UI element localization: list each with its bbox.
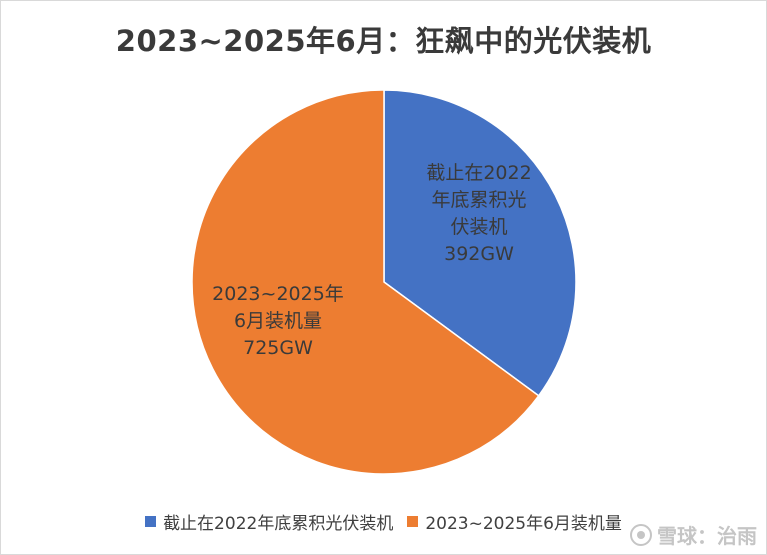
legend-item-2022-cumulative: 截止在2022年底累积光伏装机 [145, 509, 393, 534]
watermark: 雪球：治雨 [630, 520, 757, 549]
legend-item-2023-2025-installed: 2023~2025年6月装机量 [407, 509, 622, 534]
slice-label-2023-2025-installed: 2023~2025年 6月装机量 725GW [212, 283, 344, 359]
pie-slice-2023-2025-installed [191, 89, 540, 475]
legend-label: 截止在2022年底累积光伏装机 [163, 513, 394, 534]
legend-label: 2023~2025年6月装机量 [425, 513, 622, 534]
chart-title: 2023~2025年6月：狂飙中的光伏装机 [115, 24, 652, 58]
legend-swatch-orange [407, 515, 419, 527]
legend: 截止在2022年底累积光伏装机 2023~2025年6月装机量 [0, 508, 767, 534]
slice-label-2022-cumulative: 截止在2022 年底累积光 伏装机 392GW [426, 162, 532, 265]
pie-slice-2022-cumulative [383, 89, 577, 397]
watermark-text: 雪球：治雨 [657, 524, 757, 548]
snowball-logo-icon [630, 523, 652, 546]
legend-swatch-blue [145, 515, 157, 527]
